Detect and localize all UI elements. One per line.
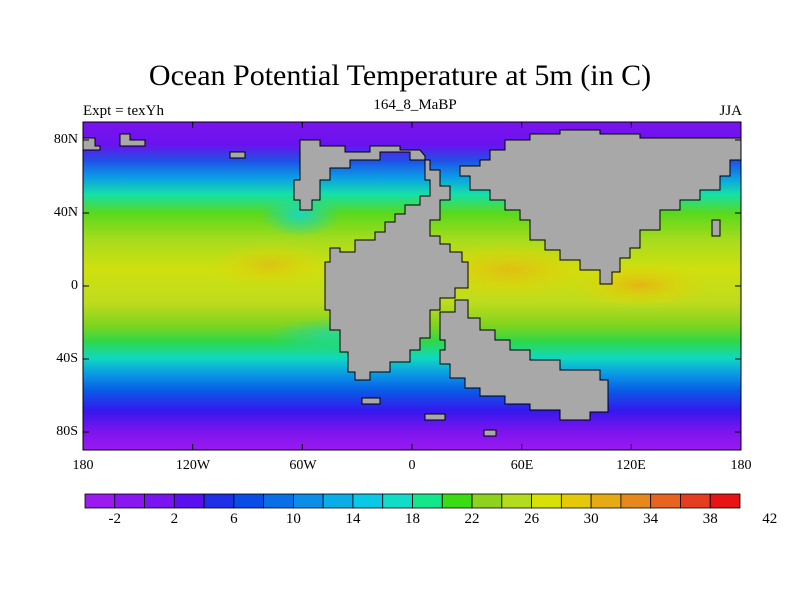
lon-tick-120w: 120W <box>175 458 211 473</box>
colorbar-label: 42 <box>762 511 778 527</box>
colorbar-swatch <box>590 493 622 509</box>
colorbar-swatch <box>144 493 175 509</box>
colorbar-swatch <box>84 493 116 509</box>
lat-tick-40s: 40S <box>56 351 78 366</box>
warm-pool-west <box>210 243 330 287</box>
lon-tick-0: 0 <box>408 458 416 473</box>
land-far-east-islet <box>711 219 721 237</box>
colorbar-swatch <box>680 493 711 509</box>
colorbar-label: 6 <box>230 511 238 527</box>
time-label: 164_8_MaBP <box>373 97 457 113</box>
lat-tick-80s: 80S <box>56 424 78 439</box>
colorbar-label: 30 <box>583 511 599 527</box>
colorbar-swatch <box>173 493 205 509</box>
land-pangaea-east <box>459 129 741 285</box>
colorbar-swatch <box>412 493 443 509</box>
colorbar-swatch <box>263 493 294 509</box>
colorbar-label: 14 <box>345 511 361 527</box>
lon-tick-180e: 180 <box>730 458 752 473</box>
colorbar-swatch <box>650 493 681 509</box>
colorbar-label: 34 <box>643 511 659 527</box>
experiment-label: Expt = texYh <box>83 103 164 119</box>
colorbar-swatch <box>471 493 503 509</box>
colorbar-swatch <box>620 493 652 509</box>
colorbar-swatch <box>531 493 562 509</box>
colorbar-label: -2 <box>108 511 122 527</box>
land-antarctic-bit <box>424 413 446 421</box>
lon-tick-120e: 120E <box>616 458 646 473</box>
colorbar-label: 10 <box>285 511 301 527</box>
cool-tongue <box>260 193 340 237</box>
land-gondwana <box>439 299 609 421</box>
land-small-islet <box>483 429 497 437</box>
land-arctic-bits <box>119 133 146 147</box>
season-label: JJA <box>719 103 742 119</box>
land <box>83 129 741 437</box>
colorbar-swatch <box>441 493 473 509</box>
colorbar-label: 38 <box>702 511 718 527</box>
colorbar-swatch <box>352 493 384 509</box>
land-northwest-island <box>83 137 101 151</box>
colorbar-swatch <box>501 493 532 509</box>
land-pangaea-west <box>293 139 469 381</box>
lon-ticks <box>82 122 742 450</box>
colorbar-swatch <box>560 493 592 509</box>
land-south-island <box>361 397 381 405</box>
colorbar-swatch <box>203 493 235 509</box>
lat-tick-0: 0 <box>71 278 78 293</box>
land-arctic-islet <box>229 151 246 159</box>
colorbar-label: 26 <box>524 511 540 527</box>
lon-tick-180w: 180 <box>72 458 94 473</box>
lon-tick-60e: 60E <box>510 458 534 473</box>
lon-tick-60w: 60W <box>289 458 317 473</box>
colorbar <box>84 493 741 509</box>
lat-ticks <box>83 139 741 433</box>
colorbar-label: 18 <box>405 511 420 527</box>
colorbar-swatch <box>233 493 265 509</box>
colorbar-swatch <box>114 493 145 509</box>
colorbar-swatch <box>709 493 741 509</box>
lat-tick-80n: 80N <box>53 132 78 147</box>
colorbar-label: 2 <box>170 511 179 527</box>
colorbar-label: 22 <box>464 511 480 527</box>
colorbar-swatch <box>382 493 413 509</box>
colorbar-swatch <box>322 493 354 509</box>
colorbar-swatch <box>293 493 324 509</box>
plot-title: Ocean Potential Temperature at 5m (in C) <box>148 59 652 92</box>
lat-tick-40n: 40N <box>53 205 78 220</box>
